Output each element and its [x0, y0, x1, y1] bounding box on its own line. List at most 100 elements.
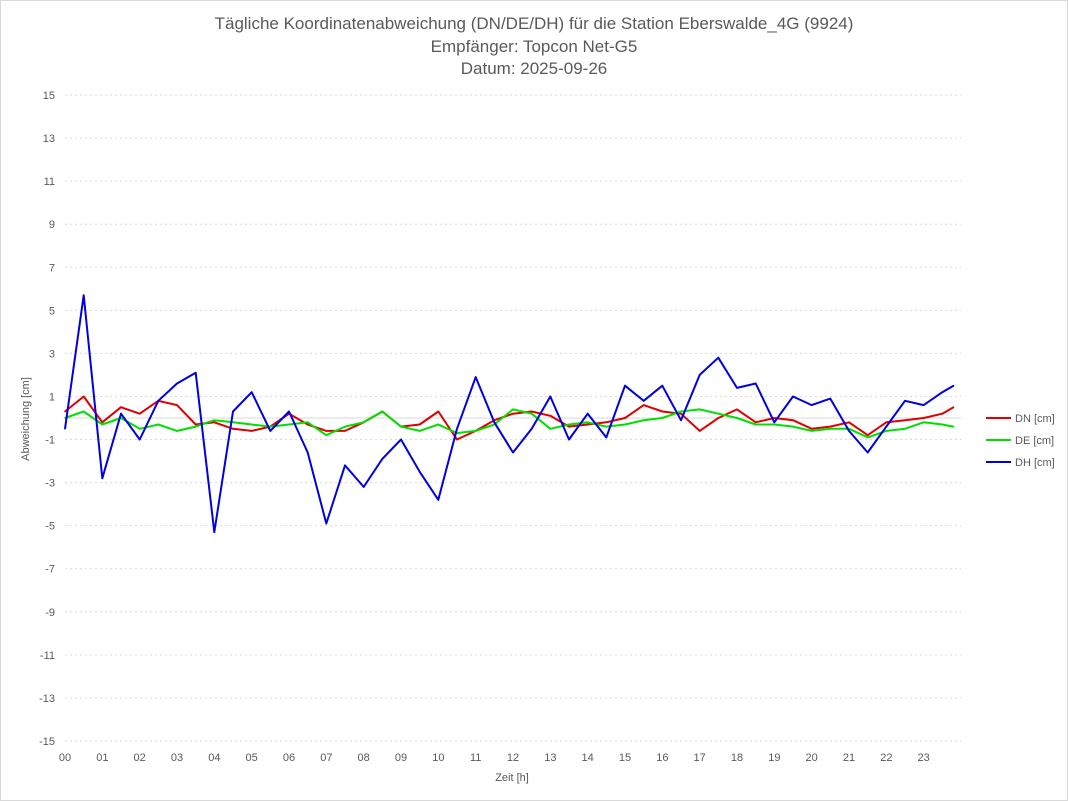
- data-point-dn: [250, 430, 253, 432]
- data-point-dn: [848, 421, 850, 424]
- data-point-dn: [456, 438, 458, 441]
- x-tick-label: 16: [656, 752, 668, 764]
- y-tick-label: -3: [45, 478, 55, 490]
- data-point-dn: [698, 430, 701, 432]
- data-point-de: [642, 419, 645, 421]
- chart-subtitle-date: Datum: 2025-09-26: [461, 59, 607, 78]
- data-point-dn: [754, 421, 757, 424]
- data-point-dh: [698, 374, 701, 376]
- data-point-dh: [829, 397, 832, 400]
- data-point-dn: [605, 421, 608, 424]
- data-point-dh: [213, 531, 216, 533]
- x-tick-label: 07: [320, 752, 332, 764]
- x-tick-labels: 00 01 02 03 04 05 06 07 08 09 10 11 12 13 14 15 16 17 18 19…: [59, 752, 930, 764]
- data-point-dn: [101, 421, 104, 424]
- data-point-dn: [437, 410, 440, 413]
- data-point-dh: [642, 399, 645, 402]
- data-point-dn: [952, 406, 955, 409]
- x-tick-label: 08: [358, 752, 370, 764]
- data-point-de: [605, 425, 608, 428]
- data-point-dn: [176, 404, 178, 406]
- data-point-dh: [306, 451, 309, 454]
- data-point-dh: [866, 451, 869, 454]
- legend-label: DN [cm]: [1015, 413, 1055, 425]
- data-point-dh: [512, 451, 514, 454]
- data-point-dh: [194, 371, 197, 374]
- data-point-dh: [82, 294, 85, 297]
- data-point-dn: [661, 410, 664, 413]
- y-tick-label: -13: [39, 693, 55, 705]
- data-point-dh: [952, 384, 955, 387]
- y-tick-label: 3: [49, 348, 55, 360]
- data-point-dn: [213, 421, 216, 424]
- data-point-de: [64, 417, 66, 419]
- data-point-dn: [82, 395, 85, 398]
- x-tick-label: 00: [59, 752, 71, 764]
- data-point-dh: [736, 387, 738, 389]
- x-tick-label: 09: [395, 752, 407, 764]
- y-tick-label: -5: [45, 521, 55, 533]
- data-point-dh: [232, 410, 234, 413]
- data-point-dh: [568, 438, 570, 441]
- data-point-dh: [325, 522, 328, 525]
- x-tick-label: 03: [171, 752, 183, 764]
- data-point-dn: [680, 412, 682, 415]
- data-point-de: [176, 430, 178, 432]
- data-point-dn: [306, 423, 309, 426]
- data-point-de: [194, 425, 197, 428]
- data-point-de: [437, 423, 440, 426]
- data-point-de: [344, 425, 346, 428]
- data-point-de: [885, 430, 888, 432]
- data-point-dh: [120, 412, 122, 415]
- y-tick-label: 11: [44, 176, 55, 188]
- data-point-dh: [941, 391, 944, 393]
- chart-subtitle-receiver: Empfänger: Topcon Net-G5: [431, 37, 638, 56]
- y-tick-label: 5: [49, 305, 55, 317]
- data-point-dn: [568, 425, 570, 428]
- data-point-dn: [717, 417, 720, 419]
- data-point-dh: [176, 382, 178, 385]
- y-tick-label: -1: [45, 435, 55, 447]
- x-axis-label: Zeit [h]: [495, 772, 529, 784]
- data-point-dn: [736, 408, 738, 411]
- data-point-dn: [325, 430, 328, 432]
- data-point-de: [325, 434, 328, 437]
- data-point-de: [250, 423, 253, 426]
- y-tick-label: -7: [45, 564, 55, 576]
- data-point-de: [549, 427, 552, 430]
- data-point-dh: [474, 376, 477, 378]
- y-tick-label: 9: [49, 219, 55, 231]
- x-tick-label: 17: [694, 752, 706, 764]
- data-point-dh: [157, 399, 160, 402]
- data-point-dn: [530, 410, 533, 413]
- data-point-dh: [605, 436, 608, 439]
- data-point-de: [288, 423, 290, 426]
- data-point-dh: [269, 430, 272, 432]
- data-point-dh: [680, 419, 682, 421]
- data-point-de: [773, 423, 776, 426]
- data-point-dh: [250, 391, 253, 393]
- data-point-dh: [362, 486, 365, 488]
- data-point-dh: [400, 438, 402, 441]
- data-point-de: [717, 412, 720, 415]
- data-point-dh: [754, 382, 757, 385]
- x-tick-label: 23: [918, 752, 930, 764]
- x-tick-label: 19: [768, 752, 780, 764]
- y-tick-label: 7: [49, 262, 55, 274]
- data-point-de: [157, 423, 160, 426]
- data-point-dn: [138, 412, 141, 415]
- chart-title: Tägliche Koordinatenabweichung (DN/DE/DH…: [215, 14, 854, 33]
- legend-label: DH [cm]: [1015, 457, 1055, 469]
- data-point-dn: [941, 412, 944, 415]
- data-point-de: [829, 427, 832, 430]
- data-point-de: [952, 425, 955, 428]
- data-point-dh: [549, 395, 552, 398]
- y-tick-label: -9: [45, 607, 55, 619]
- data-point-dh: [493, 421, 496, 424]
- data-point-de: [418, 430, 421, 432]
- x-tick-label: 13: [544, 752, 556, 764]
- data-point-dh: [624, 384, 626, 387]
- data-point-dh: [138, 438, 141, 441]
